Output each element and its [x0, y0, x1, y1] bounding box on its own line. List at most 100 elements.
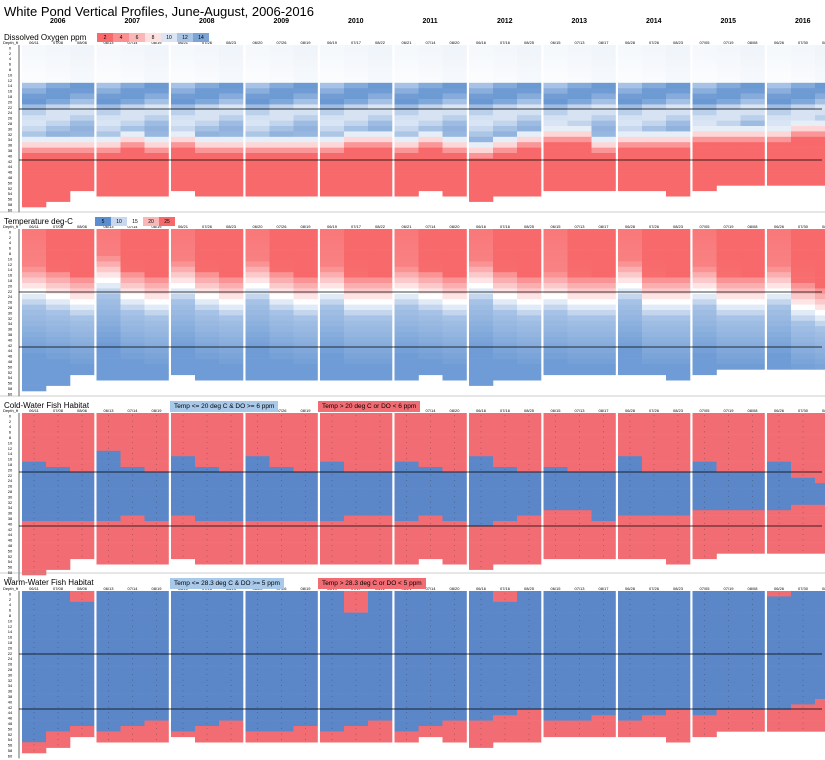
- cold-cell-dot: [379, 436, 381, 438]
- do-cell: [791, 61, 816, 67]
- temp-cell: [493, 342, 518, 349]
- temp-date-label: 06/19: [327, 224, 338, 229]
- temp-cell: [70, 245, 95, 251]
- temp-cell: [418, 315, 443, 322]
- do-cell: [618, 136, 643, 143]
- temp-cell: [418, 250, 443, 257]
- temp-cell: [293, 293, 318, 300]
- do-depth-tick-44: 44: [8, 164, 13, 169]
- cold-cell-dot: [281, 431, 282, 433]
- cold-cell-dot: [230, 501, 232, 503]
- temp-group-2011: 06/21 07/14 08/20: [394, 224, 467, 381]
- cold-cell-dot: [132, 496, 133, 498]
- temp-cell: [493, 315, 518, 322]
- cold-cell-dot: [355, 523, 357, 525]
- do-cell: [293, 190, 318, 197]
- do-cell: [293, 120, 318, 127]
- cold-cell-dot: [182, 458, 184, 460]
- temp-cell: [46, 353, 71, 359]
- temp-cell: [517, 353, 542, 359]
- temp-cell: [767, 245, 792, 251]
- temp-cell: [219, 245, 244, 251]
- temp-cell: [666, 315, 691, 322]
- do-cell: [195, 55, 220, 62]
- cold-cell-dot: [430, 453, 431, 454]
- do-cell: [493, 169, 518, 175]
- cold-cell-dot: [480, 507, 482, 508]
- cold-cell-dot: [480, 528, 482, 530]
- cold-cell-dot: [182, 436, 184, 438]
- do-cell: [368, 163, 393, 170]
- do-cell: [418, 50, 443, 57]
- do-cell: [716, 99, 741, 105]
- do-cell: [442, 55, 467, 62]
- do-cell: [642, 147, 667, 154]
- do-cell: [144, 109, 169, 116]
- temp-cell: [171, 256, 196, 262]
- temp-cell: [269, 353, 294, 359]
- do-cell: [219, 185, 244, 192]
- temp-cell: [144, 347, 169, 354]
- do-cell: [219, 120, 244, 127]
- temp-cell: [320, 250, 345, 257]
- cold-depth-tick-42: 42: [8, 527, 13, 532]
- cold-cell-dot: [281, 426, 282, 427]
- temp-cell: [692, 234, 717, 241]
- do-cell: [120, 126, 145, 132]
- temp-date-label: 08/23: [226, 224, 237, 229]
- do-cell: [22, 104, 47, 111]
- do-cell: [517, 126, 542, 132]
- temp-cell: [469, 364, 494, 370]
- do-cell: [642, 185, 667, 192]
- temp-cell: [442, 299, 467, 305]
- cold-cell-dot: [132, 480, 133, 481]
- temp-cell: [791, 229, 816, 235]
- temp-cell: [120, 261, 145, 268]
- temp-cell: [493, 326, 518, 332]
- temp-cell: [293, 364, 318, 370]
- temp-cell: [144, 261, 169, 268]
- temp-cell: [368, 288, 393, 295]
- cold-cell-dot: [480, 555, 482, 557]
- do-cell: [120, 115, 145, 121]
- cold-cell-dot: [430, 523, 431, 525]
- do-cell: [320, 109, 345, 116]
- do-cell: [120, 136, 145, 143]
- cold-cell-dot: [57, 485, 59, 487]
- temp-cell: [666, 293, 691, 300]
- temp-cell: [195, 326, 220, 332]
- temp-date-label: 08/19: [151, 224, 162, 229]
- temp-cell: [195, 272, 220, 278]
- do-cell: [740, 120, 765, 127]
- cold-cell-dot: [206, 426, 208, 427]
- cold-cell-dot: [81, 442, 83, 444]
- do-cell: [171, 55, 196, 62]
- do-cell: [815, 147, 825, 154]
- temp-cell: [692, 256, 717, 262]
- temp-cell: [344, 283, 369, 289]
- do-cell: [567, 50, 592, 57]
- do-cell: [418, 45, 443, 51]
- do-cell: [245, 131, 270, 138]
- do-cell: [171, 174, 196, 181]
- do-cell: [394, 131, 419, 138]
- cold-cell-dot: [81, 523, 83, 525]
- cold-cell-dot: [305, 544, 306, 546]
- temp-cell: [368, 342, 393, 349]
- cold-cell-dot: [108, 496, 109, 498]
- temp-depth-tick-4: 4: [9, 240, 12, 245]
- temp-cell: [618, 315, 643, 322]
- do-cell: [716, 109, 741, 116]
- cold-depth-axis: Depth_ft02468101214161820222426283032343…: [3, 408, 20, 581]
- cold-cell-dot: [182, 474, 184, 476]
- cold-cell-dot: [504, 528, 506, 530]
- do-cell: [269, 142, 294, 148]
- temp-cell: [442, 347, 467, 354]
- do-cell: [716, 72, 741, 78]
- do-cell: [618, 147, 643, 154]
- temp-cell: [618, 337, 643, 343]
- cold-cell-dot: [379, 415, 381, 417]
- temp-cell: [442, 229, 467, 235]
- do-date-label: 08/22: [375, 40, 386, 45]
- temp-cell: [394, 234, 419, 241]
